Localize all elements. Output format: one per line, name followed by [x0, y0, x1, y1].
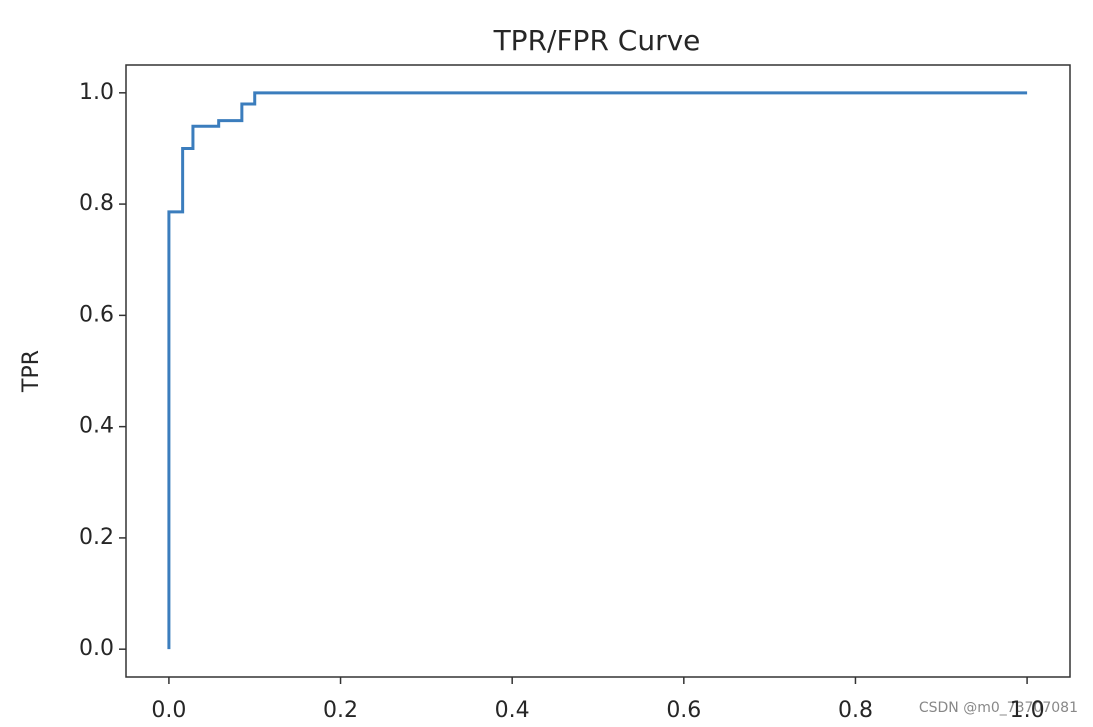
x-tick-label: 0.4 [495, 698, 530, 723]
y-axis-label: TPR [19, 350, 44, 393]
x-tick-label: 1.0 [1010, 698, 1045, 723]
y-tick-label: 0.2 [79, 525, 114, 550]
y-tick-label: 0.0 [79, 636, 114, 661]
x-tick-label: 0.6 [666, 698, 701, 723]
chart-title: TPR/FPR Curve [493, 24, 701, 57]
y-tick-label: 0.8 [79, 191, 114, 216]
x-tick-label: 0.8 [838, 698, 873, 723]
y-tick-label: 0.6 [79, 302, 114, 327]
y-tick-label: 0.4 [79, 414, 114, 439]
y-tick-label: 1.0 [79, 80, 114, 105]
line [167, 91, 1028, 650]
x-tick-label: 0.2 [323, 698, 358, 723]
plot-frame [125, 64, 1071, 678]
x-tick-label: 0.0 [151, 698, 186, 723]
watermark: CSDN @m0_73707081 [919, 700, 1078, 716]
